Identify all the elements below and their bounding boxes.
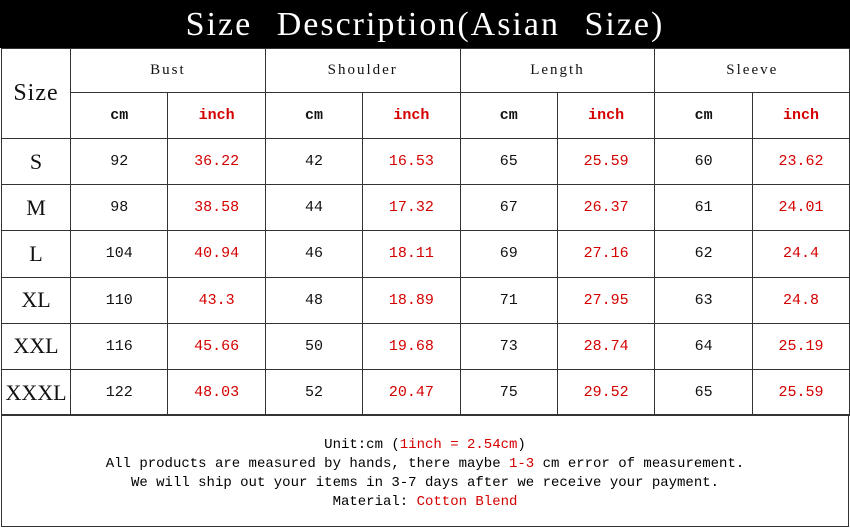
cm-value: 73 (459, 322, 558, 370)
size-label: XXXL (1, 368, 71, 417)
unit-conversion: 1inch = 2.54cm (399, 437, 518, 453)
unit-note: Unit:cm (1inch = 2.54cm) (2, 436, 848, 455)
inch-value: 26.37 (556, 184, 656, 232)
inch-value: 27.16 (556, 230, 656, 278)
group-header: Length (459, 48, 656, 93)
size-label: M (1, 184, 71, 232)
cm-value: 116 (69, 322, 169, 370)
size-label: S (1, 137, 71, 186)
inch-value: 36.22 (167, 137, 266, 186)
cm-value: 65 (459, 137, 558, 186)
cm-value: 60 (654, 137, 753, 186)
cm-value: 104 (69, 230, 169, 278)
inch-value: 45.66 (167, 322, 266, 370)
cm-value: 92 (69, 137, 169, 186)
inch-value: 40.94 (167, 230, 266, 278)
unit-inch: inch (362, 92, 461, 139)
inch-value: 24.01 (751, 184, 850, 232)
measurement-text: All products are measured by hands, ther… (105, 456, 509, 472)
size-header: Size (1, 48, 71, 139)
unit-inch: inch (556, 92, 656, 139)
inch-value: 48.03 (167, 368, 266, 417)
inch-value: 24.8 (751, 276, 850, 324)
inch-value: 18.11 (362, 230, 461, 278)
cm-value: 65 (654, 368, 753, 417)
cm-value: 50 (264, 322, 364, 370)
unit-text: Unit:cm ( (324, 437, 400, 453)
inch-value: 23.62 (751, 137, 850, 186)
material-note: Material: Cotton Blend (2, 493, 848, 512)
inch-value: 20.47 (362, 368, 461, 417)
cm-value: 64 (654, 322, 753, 370)
group-header: Bust (70, 48, 266, 93)
unit-suffix: ) (517, 437, 526, 453)
inch-value: 25.59 (556, 137, 656, 186)
table-row: S 92 36.22 42 16.53 65 25.59 60 23.62 (1, 137, 850, 186)
unit-cm: cm (459, 92, 558, 139)
size-label: XL (1, 276, 71, 324)
inch-value: 19.68 (362, 322, 461, 370)
cm-value: 48 (264, 276, 364, 324)
size-label: XXL (1, 322, 71, 370)
unit-row: cm inch cm inch cm inch cm inch (2, 92, 850, 139)
cm-value: 52 (264, 368, 364, 417)
inch-value: 16.53 (362, 137, 461, 186)
cm-value: 98 (69, 184, 169, 232)
header-row: Size Bust Shoulder Length Sleeve (1, 48, 850, 139)
cm-value: 75 (459, 368, 558, 417)
cm-value: 42 (264, 137, 364, 186)
cm-value: 71 (459, 276, 558, 324)
shipping-note: We will ship out your items in 3-7 days … (130, 475, 720, 491)
table-row: XXXL 122 48.03 52 20.47 75 29.52 65 25.59 (1, 368, 850, 417)
cm-value: 69 (459, 230, 558, 278)
inch-value: 43.3 (167, 276, 266, 324)
group-header: Shoulder (264, 48, 461, 93)
cm-value: 62 (654, 230, 753, 278)
cm-value: 110 (69, 276, 169, 324)
page-title: Size Description(Asian Size) (0, 0, 850, 48)
cm-value: 63 (654, 276, 753, 324)
cm-value: 61 (654, 184, 753, 232)
table-row: L 104 40.94 46 18.11 69 27.16 62 24.4 (1, 230, 850, 278)
inch-value: 28.74 (556, 322, 656, 370)
material-label: Material: (332, 494, 417, 510)
inch-value: 24.4 (751, 230, 850, 278)
notes-box: Unit:cm (1inch = 2.54cm) All products ar… (1, 414, 849, 527)
measurement-suffix: cm error of measurement. (534, 456, 745, 472)
inch-value: 29.52 (556, 368, 656, 417)
size-label: L (1, 230, 71, 278)
unit-inch: inch (167, 92, 266, 139)
group-header: Sleeve (654, 48, 850, 93)
error-range: 1-3 (509, 456, 535, 472)
cm-value: 44 (264, 184, 364, 232)
unit-cm: cm (264, 92, 364, 139)
unit-cm: cm (654, 92, 753, 139)
inch-value: 25.59 (751, 368, 850, 417)
size-table: Size Bust Shoulder Length Sleeve cm inch cm inch… (1, 48, 850, 417)
inch-value: 18.89 (362, 276, 461, 324)
inch-value: 38.58 (167, 184, 266, 232)
table-row: XL 110 43.3 48 18.89 71 27.95 63 24.8 (1, 276, 850, 324)
inch-value: 25.19 (751, 322, 850, 370)
cm-value: 46 (264, 230, 364, 278)
measurement-note: All products are measured by hands, ther… (2, 455, 848, 474)
material-value: Cotton Blend (416, 494, 518, 510)
unit-cm: cm (69, 92, 169, 139)
inch-value: 27.95 (556, 276, 656, 324)
table-row: M 98 38.58 44 17.32 67 26.37 61 24.01 (1, 184, 850, 232)
cm-value: 122 (69, 368, 169, 417)
table-row: XXL 116 45.66 50 19.68 73 28.74 64 25.19 (1, 322, 850, 370)
cm-value: 67 (459, 184, 558, 232)
inch-value: 17.32 (362, 184, 461, 232)
unit-inch: inch (751, 92, 850, 139)
